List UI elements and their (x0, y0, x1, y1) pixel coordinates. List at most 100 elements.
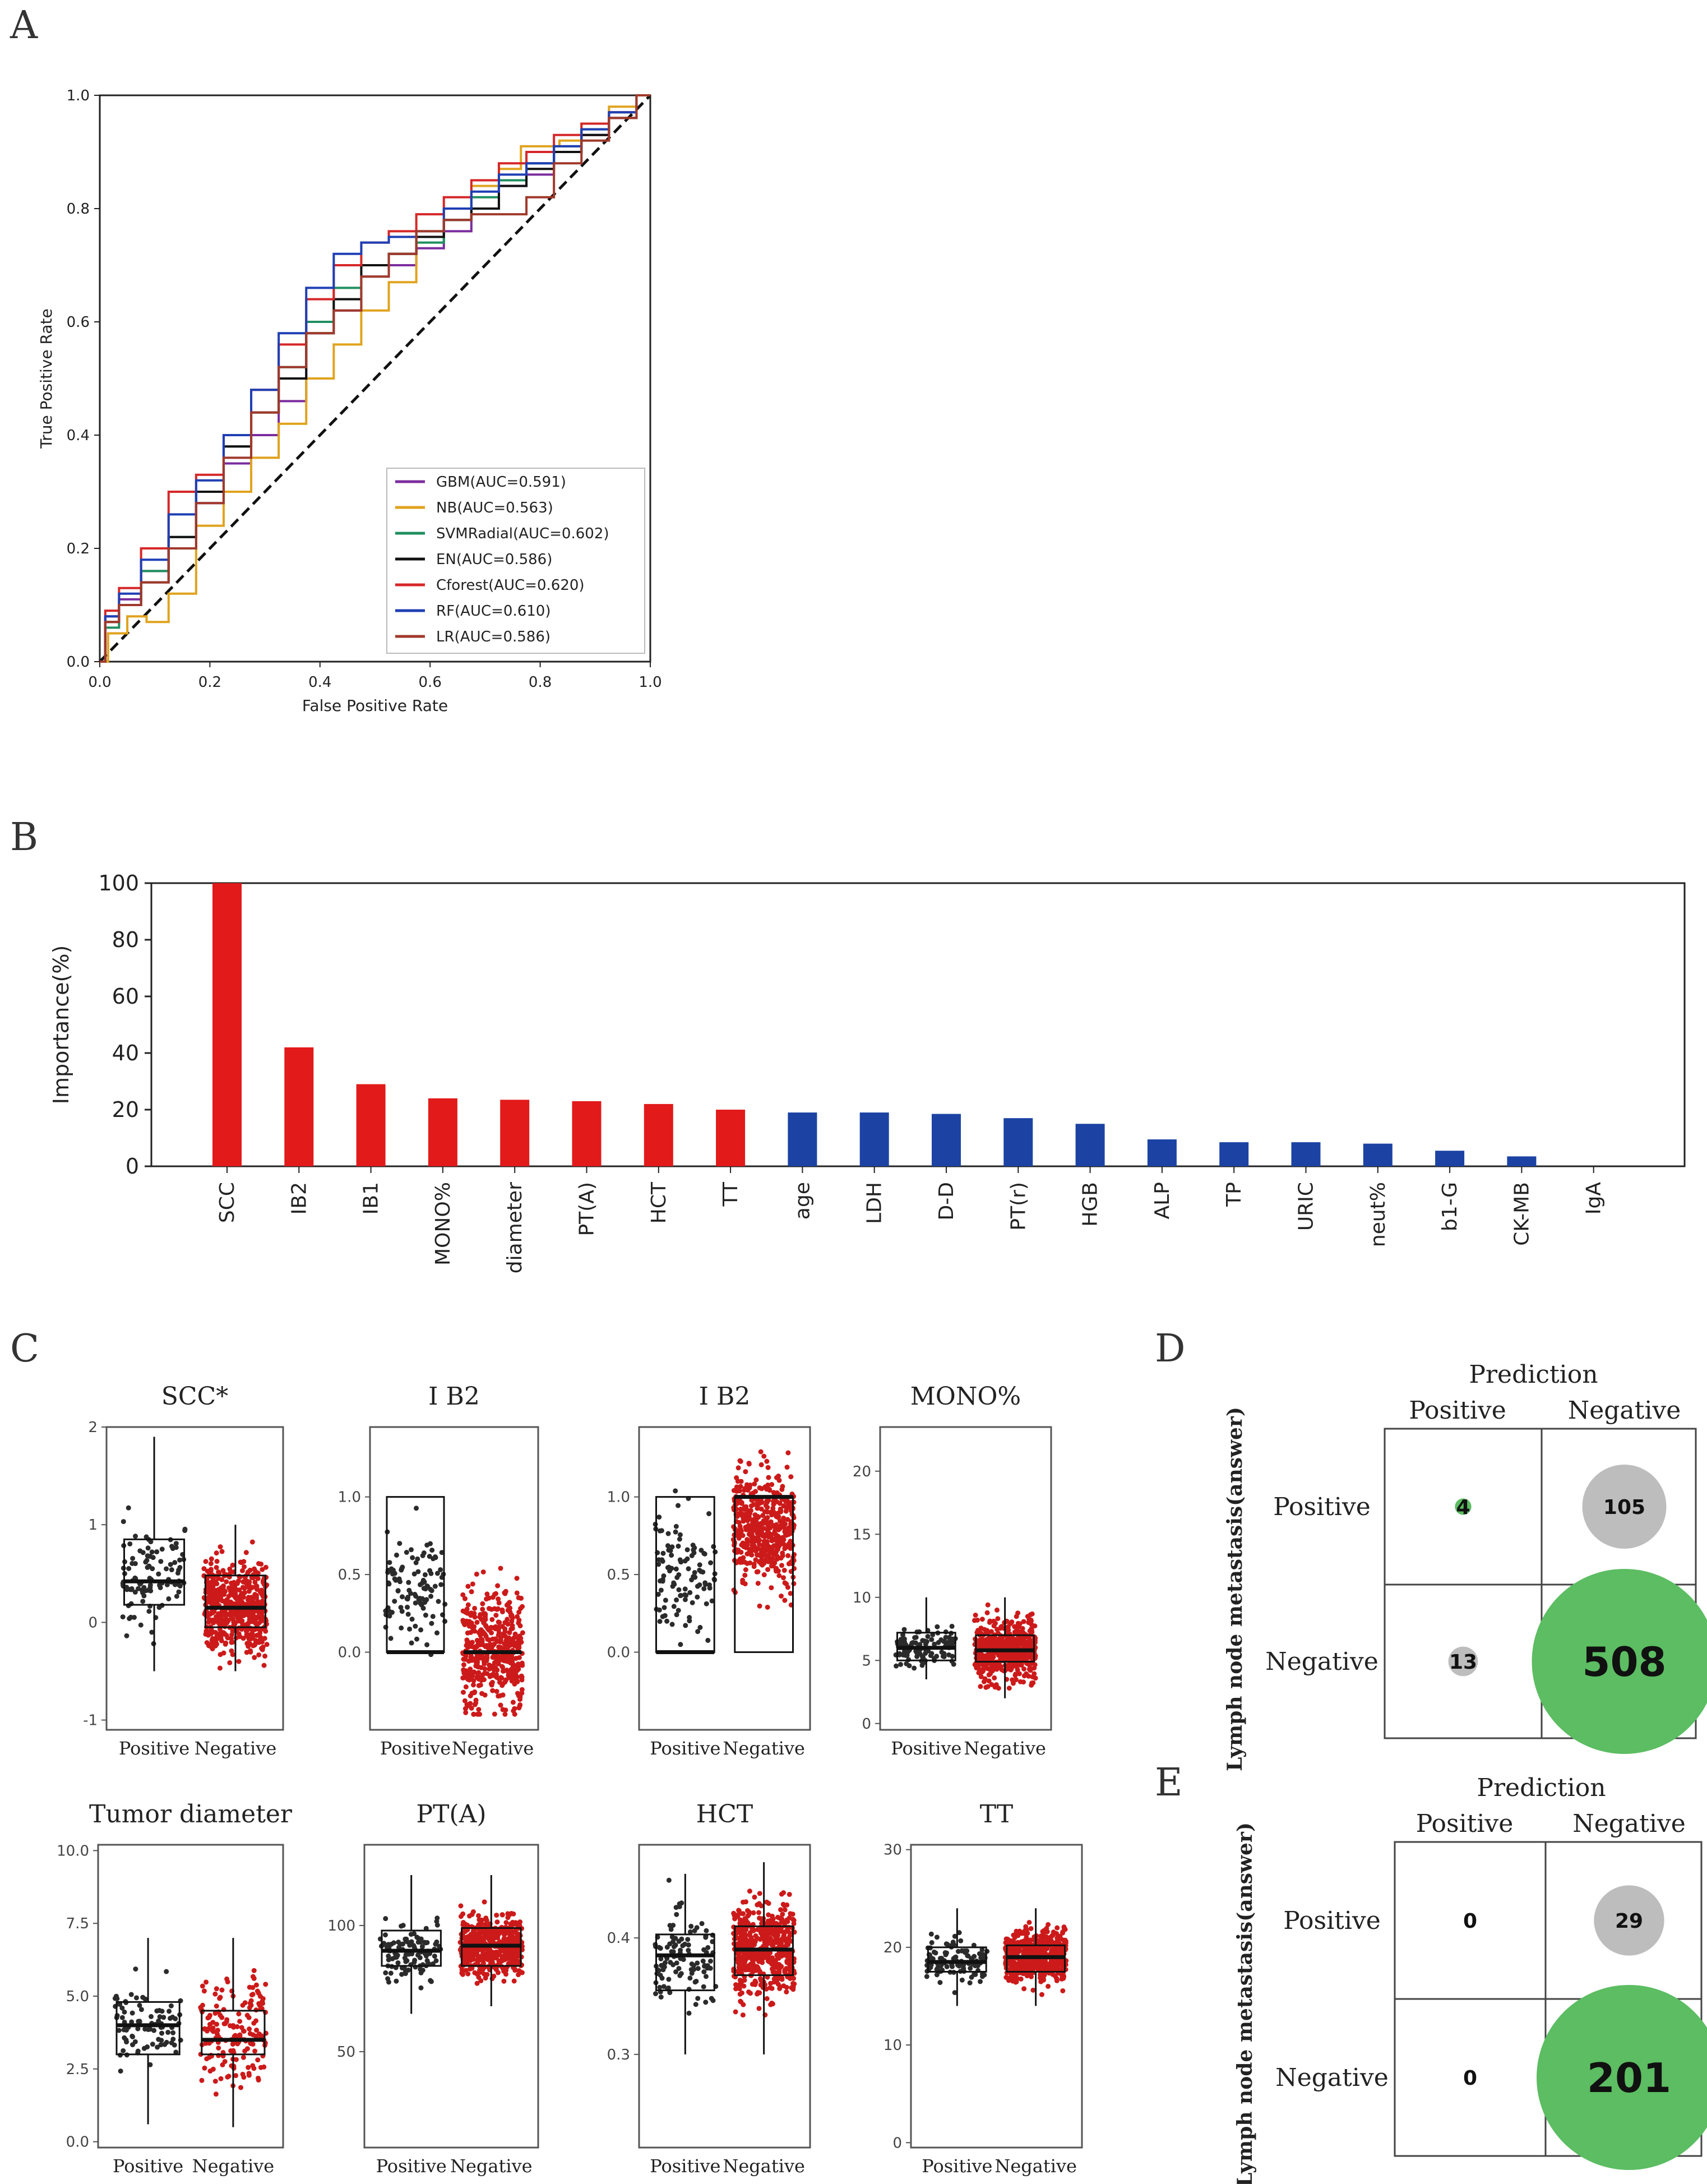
data-point (737, 1523, 743, 1529)
data-point (480, 1569, 486, 1574)
data-point (670, 1939, 676, 1945)
data-point (214, 1550, 219, 1556)
data-point (785, 1951, 790, 1957)
importance-bar (572, 1101, 602, 1166)
data-point (708, 1560, 714, 1566)
data-point (785, 1553, 791, 1558)
panel-label-c: C (10, 1327, 39, 1371)
data-point (263, 1564, 269, 1570)
data-point (227, 1660, 233, 1665)
data-point (737, 1982, 743, 1987)
data-point (388, 1636, 394, 1641)
data-point (770, 1969, 776, 1975)
data-point (498, 1929, 504, 1935)
x-tick-label: HCT (647, 1181, 670, 1223)
data-point (695, 1583, 700, 1589)
data-point (773, 1567, 779, 1572)
importance-bar (356, 1084, 386, 1166)
count-label: 0 (1463, 1910, 1477, 1933)
data-point (124, 2039, 129, 2045)
data-point (496, 1970, 501, 1975)
data-point (1025, 1655, 1030, 1660)
data-point (432, 1954, 437, 1959)
data-point (169, 1544, 175, 1549)
data-point (233, 2073, 239, 2079)
data-point (200, 1983, 205, 1989)
data-point (991, 1638, 997, 1644)
y-tick-label: 0.2 (67, 541, 90, 557)
data-point (901, 1627, 907, 1632)
data-point (701, 1969, 707, 1975)
y-tick-label: 50 (337, 2044, 355, 2061)
data-point (781, 1903, 787, 1908)
data-point (409, 1640, 414, 1646)
data-point (750, 1543, 755, 1548)
data-point (403, 1959, 409, 1964)
data-point (199, 2077, 205, 2083)
importance-bar (284, 1047, 314, 1166)
data-point (898, 1661, 904, 1667)
data-point (761, 1453, 767, 1459)
data-point (475, 1959, 480, 1965)
data-point (496, 1596, 501, 1602)
data-point (403, 1936, 408, 1942)
data-point (159, 2008, 165, 2014)
data-point (928, 1931, 934, 1937)
box-iqr (201, 2010, 266, 2056)
row-label: Negative (1265, 1647, 1378, 1676)
data-point (236, 1618, 242, 1624)
data-point (469, 1589, 474, 1595)
y-tick-label: 7.5 (66, 1915, 89, 1932)
data-point (695, 1594, 700, 1600)
box-iqr (115, 2001, 181, 2056)
data-point (1029, 1627, 1034, 1633)
data-point (746, 1517, 751, 1522)
data-point (1040, 1931, 1046, 1937)
data-point (748, 1503, 754, 1509)
data-point (391, 1940, 396, 1946)
data-point (770, 1916, 776, 1922)
data-point (420, 1605, 426, 1611)
data-point (157, 2014, 163, 2020)
data-point (203, 1559, 209, 1564)
data-point (232, 1601, 237, 1606)
data-point (129, 1560, 135, 1566)
data-point (418, 1940, 423, 1945)
data-point (229, 1632, 235, 1637)
data-point (155, 2044, 160, 2050)
data-point (221, 1650, 226, 1656)
data-point (959, 1948, 965, 1954)
data-point (133, 1534, 138, 1539)
data-point (256, 2077, 261, 2083)
data-point (477, 1970, 483, 1975)
y-tick-label: -1 (83, 1712, 98, 1729)
data-point (933, 1950, 938, 1956)
data-point (250, 2042, 256, 2047)
data-point (382, 1932, 388, 1938)
data-point (209, 1631, 214, 1637)
data-point (743, 1918, 749, 1923)
data-point (659, 1557, 665, 1563)
data-point (783, 1499, 788, 1504)
data-point (130, 2034, 136, 2039)
data-point (701, 1550, 707, 1556)
importance-bar (716, 1110, 746, 1166)
group-label: Negative (195, 1738, 277, 1759)
legend-entry: SVMRadial(AUC=0.602) (436, 525, 609, 542)
data-point (785, 1517, 790, 1522)
data-point (987, 1619, 992, 1625)
data-point (778, 1953, 784, 1959)
column-label: Negative (1568, 1396, 1681, 1425)
data-point (483, 1612, 488, 1617)
x-axis-label: False Positive Rate (302, 696, 448, 715)
data-point (116, 2028, 122, 2033)
data-point (129, 2010, 135, 2016)
data-point (503, 1707, 508, 1713)
data-point (480, 1629, 485, 1634)
y-tick-label: 1.0 (67, 87, 90, 104)
data-point (224, 1633, 229, 1638)
data-point (216, 1588, 222, 1594)
data-point (145, 1564, 150, 1570)
data-point (263, 1628, 269, 1634)
